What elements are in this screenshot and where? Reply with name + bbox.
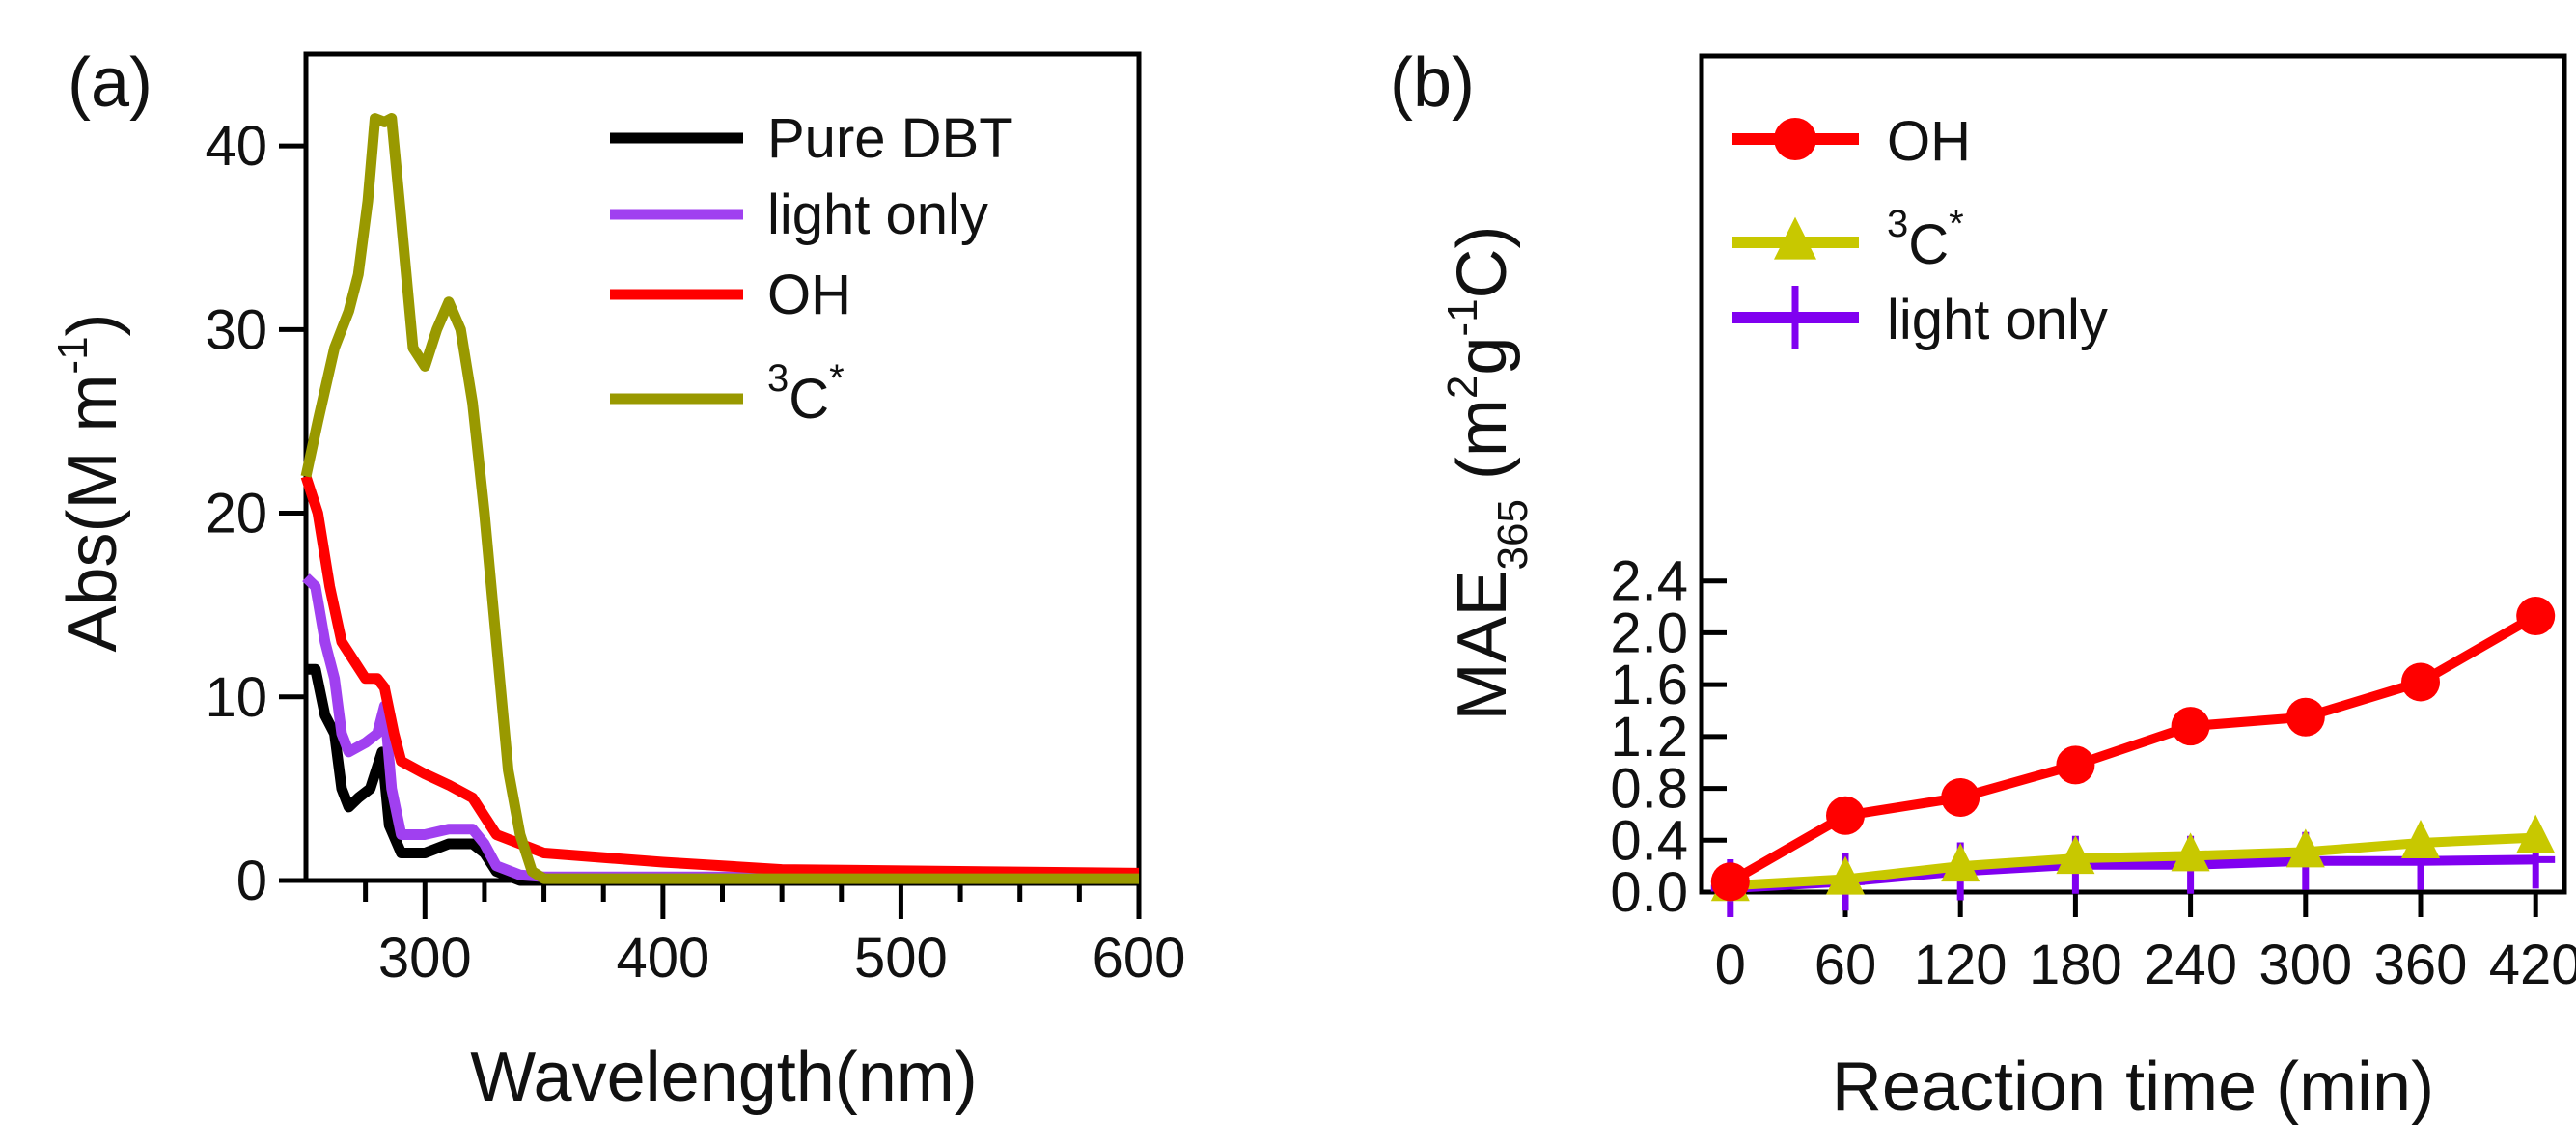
ylabel-sup: -1 (1439, 298, 1486, 336)
y-tick-label: 1.2 (1610, 706, 1688, 769)
legend-text: C (1908, 213, 1949, 276)
marker-triangle (1774, 216, 1816, 260)
y-tick-label: 20 (205, 483, 267, 545)
series-line (1728, 611, 2538, 886)
panel-b-ylabel: MAE365 (m2g-1C) (1439, 225, 1537, 720)
legend-label: 3C* (1887, 203, 1964, 276)
series-line-oh (300, 474, 1140, 879)
x-tick-label: 500 (854, 927, 948, 990)
series-line-light-only (302, 573, 1139, 882)
x-tick-label: 400 (616, 927, 709, 990)
panel-b-label: (b) (1390, 44, 1475, 122)
legend-sup: 3 (767, 357, 789, 400)
marker-circle (2285, 697, 2325, 737)
legend-sup: * (829, 357, 845, 400)
y-tick-label: 0.4 (1610, 809, 1688, 872)
x-tick-label: 180 (2029, 934, 2122, 996)
marker-triangle (1941, 843, 1980, 882)
legend-label: OH (1887, 110, 1971, 173)
x-tick-label: 300 (2258, 934, 2352, 996)
marker-triangle (2285, 828, 2325, 868)
marker-triangle (2056, 835, 2095, 875)
series-oh (1710, 596, 2556, 902)
panel-a-frame (303, 51, 1142, 883)
x-tick-label: 120 (1914, 934, 2008, 996)
panel-a-ylabel-sup: -1 (49, 336, 97, 374)
y-tick-label: 10 (205, 666, 267, 729)
marker-circle (1941, 777, 1980, 817)
y-tick-label: 1.6 (1610, 654, 1688, 716)
series-line-3c- (300, 113, 1139, 884)
ylabel-part: (m (1444, 399, 1521, 499)
x-tick-label: 240 (2144, 934, 2237, 996)
panel-b-legend: OH 3C* light only (1732, 110, 2108, 351)
y-tick-label: 0.0 (1610, 861, 1688, 924)
x-tick-label: 300 (378, 927, 472, 990)
ylabel-part: g (1444, 337, 1521, 376)
legend-label: OH (767, 264, 851, 326)
panel-b-series (1710, 596, 2556, 917)
legend-text: OH (767, 264, 851, 326)
marker-circle (1710, 862, 1750, 902)
panel-b-frame (1699, 53, 2567, 895)
ylabel-part: C) (1444, 225, 1521, 298)
legend-label: light only (767, 183, 988, 246)
legend-text: Pure DBT (767, 107, 1013, 170)
x-tick-label: 60 (1814, 934, 1877, 996)
panel-a: (a) 0 10 20 30 40 300 400 500 600 Pure DBT light … (49, 44, 1185, 1116)
legend-text: light only (767, 183, 988, 246)
x-tick-label: 420 (2489, 934, 2576, 996)
marker-triangle (2401, 819, 2440, 858)
marker-triangle (1826, 855, 1865, 895)
y-tick-label: 2.0 (1610, 601, 1688, 664)
panel-a-ylabel-close: ) (54, 313, 131, 336)
marker-circle (1826, 796, 1865, 835)
legend-text: OH (1887, 110, 1971, 173)
panel-a-xlabel: Wavelength(nm) (470, 1039, 978, 1116)
legend-label: Pure DBT (767, 107, 1013, 170)
legend-sup: * (1949, 203, 1964, 245)
ylabel-sub: 365 (1489, 499, 1537, 570)
marker-triangle (2516, 814, 2556, 853)
panel-b: (b) 0.00.40.81.21.62.02.4 0 60 120 180 240 300… (1390, 44, 2576, 1126)
legend-text: C (789, 368, 829, 431)
panel-a-series (300, 113, 1140, 886)
panel-b-axes: 0.00.40.81.21.62.02.4 0 60 120 180 240 300 360 4… (1610, 550, 2576, 996)
panel-a-ylabel: Abs(M m-1) (49, 313, 131, 652)
marker-circle (2171, 707, 2210, 746)
y-tick-label: 0.8 (1610, 758, 1688, 821)
x-tick-label: 360 (2374, 934, 2468, 996)
legend-label: 3C* (767, 357, 845, 431)
y-tick-label: 0 (236, 850, 267, 912)
legend-text: light only (1887, 289, 2108, 351)
x-tick-label: 600 (1093, 927, 1186, 990)
series-3c- (1710, 814, 2556, 902)
y-tick-label: 30 (205, 298, 267, 361)
ylabel-main: MAE (1444, 571, 1521, 721)
ylabel-sup: 2 (1439, 376, 1486, 399)
panel-a-legend: Pure DBT light only OH 3C* (610, 107, 1013, 431)
marker-circle (2516, 596, 2556, 635)
series-line (1730, 832, 2536, 891)
marker-circle (1774, 118, 1816, 160)
marker-circle (2401, 662, 2440, 702)
panel-a-axes: 0 10 20 30 40 300 400 500 600 (205, 115, 1185, 990)
panel-a-ylabel-main: Abs(M m (54, 375, 131, 653)
marker-circle (2056, 745, 2095, 785)
legend-label: light only (1887, 289, 2108, 351)
y-tick-label: 2.4 (1610, 550, 1688, 613)
marker-triangle (2171, 832, 2210, 872)
y-tick-label: 40 (205, 115, 267, 178)
legend-sup: 3 (1887, 203, 1908, 245)
panel-a-label: (a) (68, 44, 152, 122)
x-tick-label: 0 (1715, 934, 1746, 996)
panel-b-xlabel: Reaction time (min) (1832, 1048, 2434, 1126)
